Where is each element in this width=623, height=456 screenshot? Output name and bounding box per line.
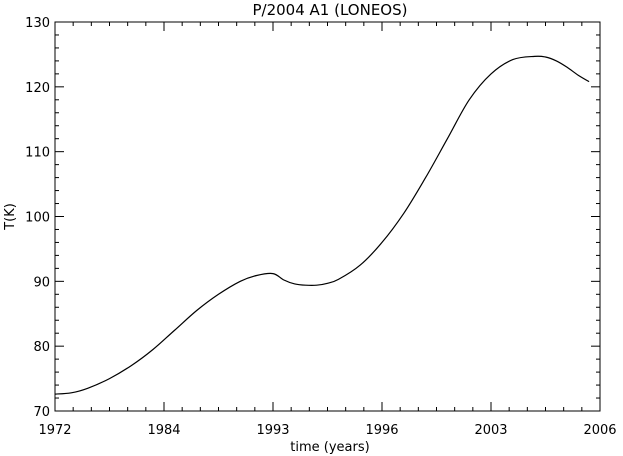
y-tick-label: 90 [33, 275, 50, 290]
y-axis-label: T(K) [3, 203, 18, 231]
x-tick-label: 2006 [583, 423, 616, 438]
x-tick-label: 1993 [256, 423, 289, 438]
x-tick-label: 2003 [474, 423, 507, 438]
x-tick-label: 1984 [147, 423, 180, 438]
y-tick-label: 70 [33, 405, 50, 420]
x-tick-label: 1996 [365, 423, 398, 438]
y-tick-label: 80 [33, 340, 50, 355]
y-tick-label: 100 [25, 211, 50, 226]
x-tick-label: 1972 [38, 423, 71, 438]
y-axis-ticks: 70 80 90 100 110 120 130 [25, 16, 600, 420]
chart-title: P/2004 A1 (LONEOS) [253, 1, 408, 19]
temperature-series-line [54, 55, 590, 395]
x-axis-label: time (years) [290, 440, 369, 455]
y-tick-label: 120 [25, 81, 50, 96]
y-tick-label: 130 [25, 16, 50, 31]
x-axis-ticks: 1972 1984 1993 1996 2003 2006 [38, 22, 617, 438]
plot-frame [54, 21, 601, 412]
y-tick-label: 110 [25, 146, 50, 161]
